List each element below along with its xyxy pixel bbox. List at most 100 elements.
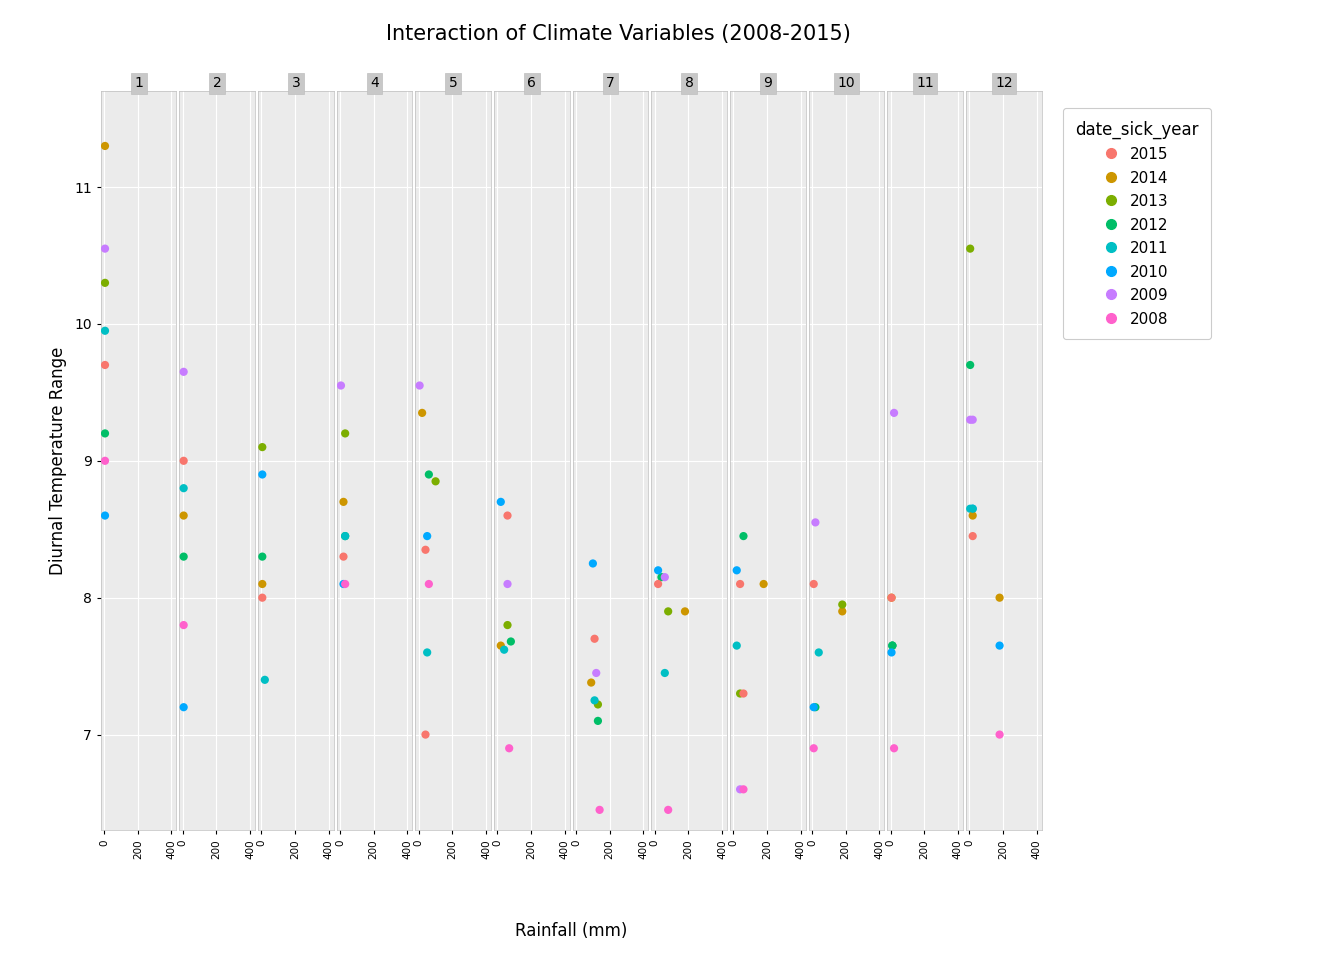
Point: [883, 405, 905, 420]
Point: [753, 576, 774, 591]
Point: [960, 241, 981, 256]
Point: [655, 569, 676, 585]
Point: [962, 501, 984, 516]
Point: [880, 590, 902, 606]
Title: 4: 4: [370, 76, 379, 90]
Title: 3: 3: [292, 76, 300, 90]
Point: [251, 440, 273, 455]
Point: [491, 637, 512, 653]
Point: [254, 672, 276, 687]
Point: [989, 637, 1011, 653]
Point: [173, 617, 195, 633]
Title: 6: 6: [527, 76, 536, 90]
Point: [589, 803, 610, 818]
Point: [331, 378, 352, 394]
Point: [411, 405, 433, 420]
Point: [802, 740, 824, 756]
Point: [418, 576, 439, 591]
Point: [730, 781, 751, 797]
Legend: 2015, 2014, 2013, 2012, 2011, 2010, 2009, 2008: 2015, 2014, 2013, 2012, 2011, 2010, 2009…: [1063, 108, 1211, 339]
Point: [251, 467, 273, 482]
Point: [805, 515, 827, 530]
Point: [335, 528, 356, 543]
Point: [418, 467, 439, 482]
Point: [333, 494, 355, 510]
Title: 2: 2: [212, 76, 222, 90]
Title: 12: 12: [995, 76, 1012, 90]
Text: Rainfall (mm): Rainfall (mm): [515, 922, 628, 940]
Point: [882, 637, 903, 653]
Point: [415, 542, 437, 558]
Point: [648, 576, 669, 591]
Point: [333, 576, 355, 591]
Point: [882, 637, 903, 653]
Point: [94, 324, 116, 339]
Title: 7: 7: [606, 76, 616, 90]
Point: [409, 378, 430, 394]
Point: [832, 597, 853, 612]
Title: 1: 1: [134, 76, 142, 90]
Title: 8: 8: [684, 76, 694, 90]
Point: [417, 645, 438, 660]
Point: [960, 412, 981, 427]
Point: [173, 700, 195, 715]
Point: [587, 697, 609, 712]
Point: [880, 590, 902, 606]
Point: [655, 665, 676, 681]
Text: Interaction of Climate Variables (2008-2015): Interaction of Climate Variables (2008-2…: [386, 24, 851, 44]
Point: [730, 576, 751, 591]
Point: [415, 727, 437, 742]
Point: [802, 576, 824, 591]
Point: [94, 276, 116, 291]
Point: [335, 425, 356, 441]
Point: [173, 453, 195, 468]
Point: [491, 494, 512, 510]
Point: [425, 473, 446, 489]
Point: [497, 576, 519, 591]
Point: [500, 634, 521, 649]
Point: [94, 425, 116, 441]
Point: [94, 138, 116, 154]
Point: [497, 617, 519, 633]
Point: [962, 412, 984, 427]
Point: [882, 637, 903, 653]
Point: [587, 713, 609, 729]
Point: [582, 556, 603, 571]
Point: [960, 357, 981, 372]
Point: [335, 528, 356, 543]
Point: [333, 549, 355, 564]
Point: [173, 364, 195, 379]
Point: [251, 576, 273, 591]
Title: 9: 9: [763, 76, 773, 90]
Point: [962, 501, 984, 516]
Point: [586, 665, 607, 681]
Point: [805, 700, 827, 715]
Point: [732, 781, 754, 797]
Point: [173, 481, 195, 496]
Title: 11: 11: [917, 76, 934, 90]
Point: [251, 549, 273, 564]
Point: [657, 803, 679, 818]
Point: [173, 549, 195, 564]
Point: [808, 645, 829, 660]
Point: [335, 576, 356, 591]
Point: [832, 604, 853, 619]
Point: [732, 528, 754, 543]
Point: [581, 675, 602, 690]
Point: [497, 508, 519, 523]
Point: [94, 453, 116, 468]
Point: [962, 528, 984, 543]
Point: [648, 563, 669, 578]
Point: [732, 685, 754, 701]
Point: [960, 501, 981, 516]
Point: [989, 590, 1011, 606]
Point: [675, 604, 696, 619]
Point: [417, 528, 438, 543]
Title: 10: 10: [837, 76, 855, 90]
Point: [583, 631, 605, 646]
Point: [730, 685, 751, 701]
Point: [94, 357, 116, 372]
Point: [726, 637, 747, 653]
Point: [94, 241, 116, 256]
Point: [650, 569, 672, 585]
